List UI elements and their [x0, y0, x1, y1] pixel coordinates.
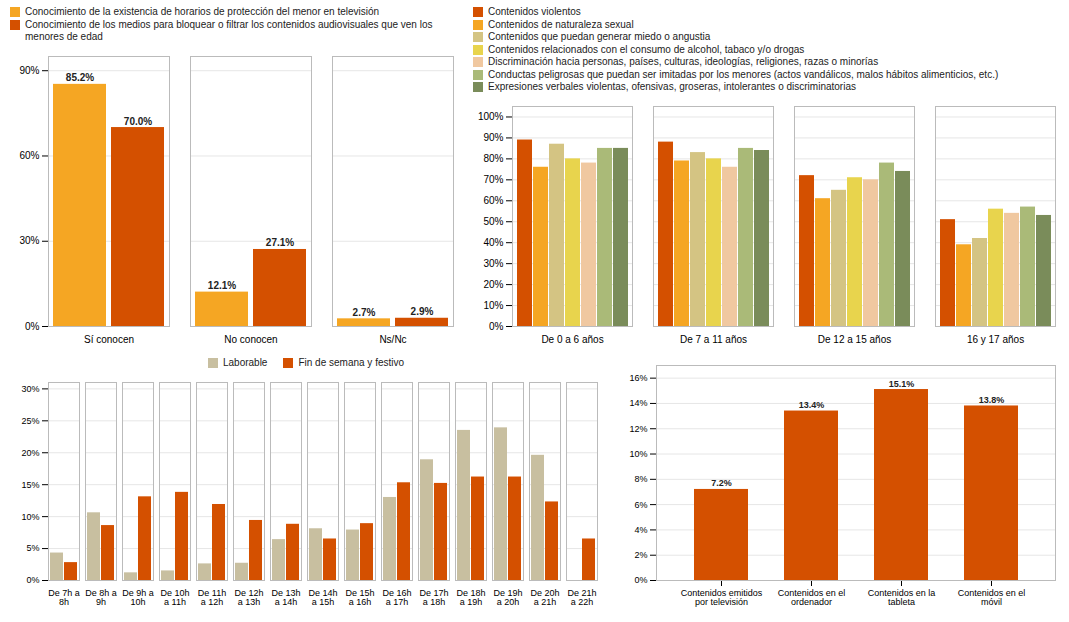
svg-text:30%: 30% — [483, 257, 503, 268]
svg-text:30%: 30% — [19, 235, 39, 246]
svg-text:No conocen: No conocen — [224, 333, 277, 344]
svg-text:20%: 20% — [21, 447, 39, 457]
svg-text:90%: 90% — [483, 132, 503, 143]
svg-text:De 9h a10h: De 9h a10h — [122, 587, 154, 606]
svg-text:De 15ha 16h: De 15ha 16h — [345, 587, 374, 606]
svg-text:De 18ha 19h: De 18ha 19h — [456, 587, 485, 606]
html-text:Conocimiento de la existencia: Conocimiento de la existencia de horario… — [25, 6, 380, 17]
svg-text:16%: 16% — [629, 373, 647, 383]
html-text:Contenidos relacionados con el: Contenidos relacionados con el consumo d… — [488, 43, 805, 55]
svg-text:0%: 0% — [634, 575, 647, 585]
html-text:Expresiones verbales violentas: Expresiones verbales violentas, ofensiva… — [488, 81, 856, 92]
svg-text:30%: 30% — [21, 383, 39, 393]
svg-text:De 7h a8h: De 7h a8h — [48, 587, 80, 606]
svg-text:De 17ha 18h: De 17ha 18h — [419, 587, 448, 606]
svg-text:25%: 25% — [21, 415, 39, 425]
svg-text:Ns/Nc: Ns/Nc — [379, 333, 406, 344]
svg-text:4%: 4% — [634, 525, 647, 535]
svg-text:50%: 50% — [483, 215, 503, 226]
svg-text:De 21ha 22h: De 21ha 22h — [567, 587, 596, 606]
html-text:Fin de semana y festivo: Fin de semana y festivo — [298, 357, 404, 368]
svg-text:0%: 0% — [25, 320, 40, 331]
svg-text:De 12 a 15 años: De 12 a 15 años — [818, 333, 891, 344]
svg-text:15%: 15% — [21, 479, 39, 489]
svg-text:2.7%: 2.7% — [353, 306, 376, 317]
svg-text:Contenidos emitidospor televis: Contenidos emitidospor televisión — [681, 588, 763, 607]
svg-text:16 y 17 años: 16 y 17 años — [967, 333, 1024, 344]
html-text:Laborable: Laborable — [223, 357, 268, 368]
svg-text:De 13ha 14h: De 13ha 14h — [271, 587, 300, 606]
svg-text:10%: 10% — [483, 299, 503, 310]
html-text:Contenidos violentos: Contenidos violentos — [488, 6, 581, 17]
svg-text:De 0 a 6 años: De 0 a 6 años — [541, 333, 603, 344]
svg-text:De 10ha 11h: De 10ha 11h — [160, 587, 189, 606]
svg-text:60%: 60% — [483, 194, 503, 205]
svg-text:10%: 10% — [21, 511, 39, 521]
html-text:Contenidos que puedan generar: Contenidos que puedan generar miedo o an… — [488, 31, 711, 42]
svg-text:70.0%: 70.0% — [124, 115, 152, 126]
svg-text:14%: 14% — [629, 398, 647, 408]
svg-text:100%: 100% — [478, 111, 504, 122]
svg-text:De 19ha 20h: De 19ha 20h — [493, 587, 522, 606]
svg-text:20%: 20% — [483, 278, 503, 289]
html-text:Discriminación hacia personas,: Discriminación hacia personas, países, c… — [488, 56, 879, 67]
html-text:Conductas peligrosas que pueda: Conductas peligrosas que puedan ser imit… — [488, 68, 999, 80]
svg-text:Contenidos en elmóvil: Contenidos en elmóvil — [958, 588, 1026, 607]
svg-text:Sí conocen: Sí conocen — [84, 333, 134, 344]
html-text:Conocimiento de los medios par: Conocimiento de los medios para bloquear… — [25, 18, 433, 42]
svg-text:5%: 5% — [26, 543, 39, 553]
svg-text:De 20ha 21h: De 20ha 21h — [530, 587, 559, 606]
svg-text:15.1%: 15.1% — [889, 379, 915, 389]
svg-text:90%: 90% — [19, 64, 39, 75]
svg-text:De 12ha 13h: De 12ha 13h — [234, 587, 263, 606]
svg-text:10%: 10% — [629, 449, 647, 459]
svg-text:6%: 6% — [634, 499, 647, 509]
svg-text:13.4%: 13.4% — [799, 400, 825, 410]
svg-text:De 16ha 17h: De 16ha 17h — [382, 587, 411, 606]
svg-text:2.9%: 2.9% — [411, 306, 434, 317]
html-text:Contenidos de naturaleza sexua: Contenidos de naturaleza sexual — [488, 18, 634, 30]
svg-text:60%: 60% — [19, 150, 39, 161]
svg-text:27.1%: 27.1% — [266, 237, 294, 248]
svg-text:De 8h a9h: De 8h a9h — [85, 587, 117, 606]
svg-text:40%: 40% — [483, 236, 503, 247]
svg-text:De 14ha 15h: De 14ha 15h — [308, 587, 337, 606]
svg-text:70%: 70% — [483, 174, 503, 185]
svg-text:80%: 80% — [483, 153, 503, 164]
svg-text:85.2%: 85.2% — [66, 72, 94, 83]
svg-text:7.2%: 7.2% — [711, 478, 732, 488]
svg-text:12%: 12% — [629, 424, 647, 434]
svg-text:2%: 2% — [634, 550, 647, 560]
svg-text:De 11ha 12h: De 11ha 12h — [198, 587, 226, 606]
svg-text:Contenidos en elordenador: Contenidos en elordenador — [778, 588, 846, 607]
svg-text:12.1%: 12.1% — [208, 280, 236, 291]
svg-text:0%: 0% — [489, 320, 504, 331]
svg-text:8%: 8% — [634, 474, 647, 484]
svg-text:13.8%: 13.8% — [979, 395, 1005, 405]
svg-text:0%: 0% — [26, 575, 39, 585]
svg-text:Contenidos en latableta: Contenidos en latableta — [868, 588, 936, 607]
svg-text:De 7 a 11 años: De 7 a 11 años — [680, 333, 747, 344]
